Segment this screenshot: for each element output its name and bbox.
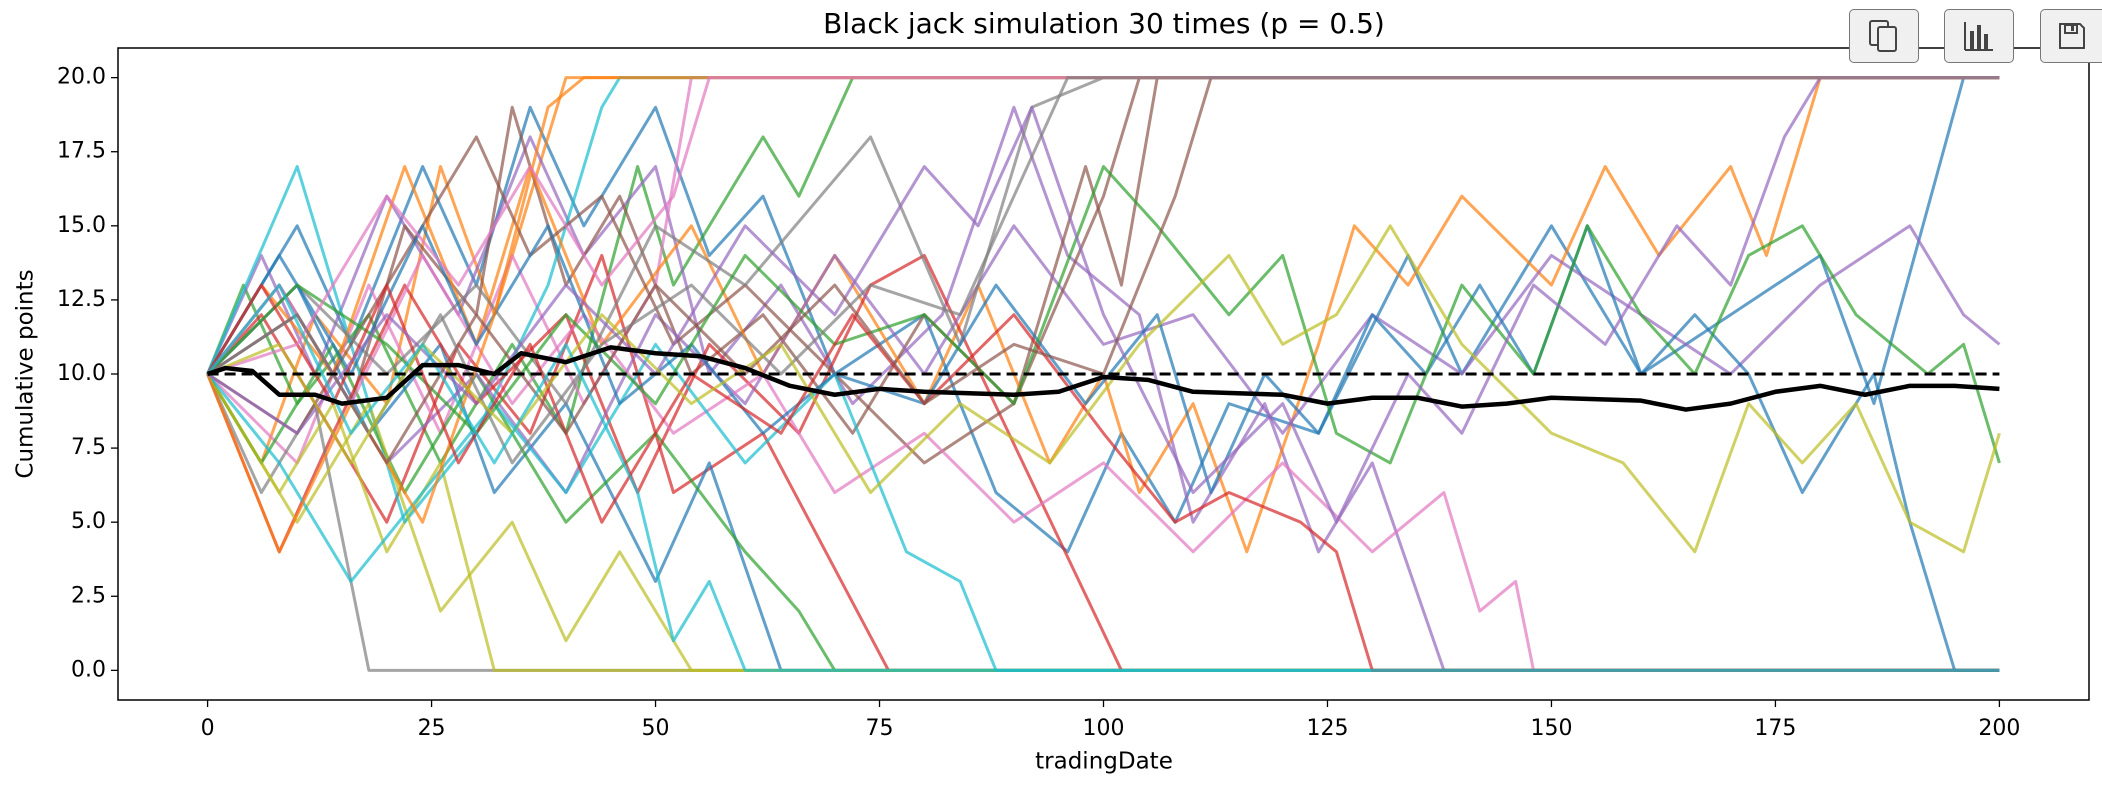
- series-line: [206, 342, 2000, 672]
- y-tick-label: 10.0: [57, 361, 106, 386]
- save-button[interactable]: [2040, 9, 2102, 63]
- y-tick-label: 17.5: [57, 139, 106, 164]
- series-line: [206, 76, 2000, 554]
- y-tick-label: 2.5: [71, 583, 106, 608]
- chart-icon: [1964, 22, 1993, 51]
- series-line: [207, 76, 2000, 376]
- series-line: [206, 253, 2000, 672]
- series-line: [206, 165, 2001, 465]
- mean-line: [206, 345, 2000, 412]
- x-tick-label: 175: [1754, 716, 1796, 741]
- x-tick-label: 125: [1306, 716, 1348, 741]
- x-tick-label: 150: [1530, 716, 1572, 741]
- series-line: [206, 373, 2000, 672]
- y-tick-label: 20.0: [57, 65, 106, 90]
- x-tick-label: 100: [1083, 716, 1125, 741]
- y-axis-label: Cumulative points: [13, 269, 39, 478]
- series-line: [206, 373, 2000, 672]
- y-tick-label: 0.0: [71, 657, 106, 682]
- series-line: [206, 373, 2000, 672]
- chart-title: Black jack simulation 30 times (p = 0.5): [823, 7, 1385, 40]
- save-icon: [2058, 23, 2085, 49]
- series-line: [206, 76, 2000, 465]
- x-tick-label: 200: [1978, 716, 2020, 741]
- x-tick-label: 50: [642, 716, 670, 741]
- copy-icon: [1869, 20, 1897, 52]
- axes-frame: [117, 47, 2090, 701]
- chart-button[interactable]: [1944, 9, 2014, 63]
- series-line: [206, 342, 2000, 672]
- series-line: [206, 76, 2000, 524]
- x-tick-label: 75: [866, 716, 894, 741]
- series-line: [206, 76, 2000, 554]
- x-tick-label: 0: [201, 716, 215, 741]
- series-line: [206, 224, 2000, 672]
- series-line: [206, 283, 2000, 672]
- series-line: [207, 224, 2001, 554]
- series-line: [206, 76, 2000, 465]
- y-tick-label: 12.5: [57, 287, 106, 312]
- series-line: [206, 253, 2000, 672]
- series-line: [206, 76, 2000, 406]
- copy-button[interactable]: [1849, 9, 1919, 63]
- x-axis-label: tradingDate: [1035, 749, 1173, 775]
- series-line: [206, 105, 2000, 672]
- y-tick-label: 5.0: [71, 509, 106, 534]
- y-tick-label: 7.5: [71, 435, 106, 460]
- series-line: [206, 283, 2000, 672]
- y-tick-label: 15.0: [57, 213, 106, 238]
- x-tick-label: 25: [418, 716, 446, 741]
- series-line: [206, 224, 2001, 495]
